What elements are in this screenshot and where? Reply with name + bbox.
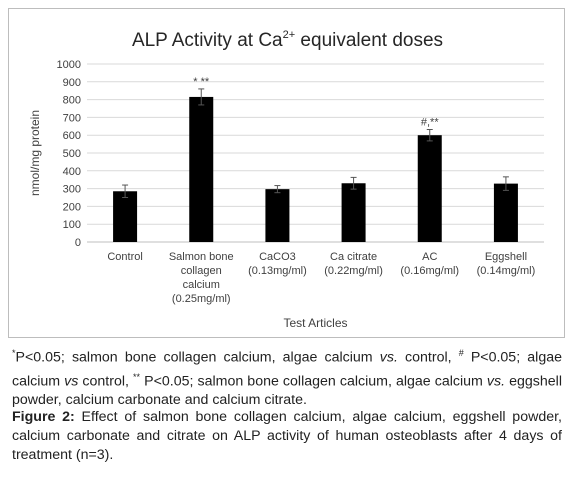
note-text: P<0.05; salmon bone collagen calcium, al… — [15, 349, 380, 366]
chart-title: ALP Activity at Ca2+ equivalent doses — [9, 29, 566, 52]
chart-title-main: ALP Activity at Ca — [131, 30, 283, 51]
x-category-label: (0.14mg/ml) — [477, 265, 536, 277]
chart-title-superscript: 2+ — [282, 29, 296, 41]
x-category-label: Eggshell — [485, 251, 527, 263]
note-mark-double-star: ** — [133, 371, 141, 382]
y-tick-label: 1000 — [57, 59, 81, 71]
x-category-label: Ca citrate — [330, 251, 377, 263]
note-vs: vs. — [379, 349, 398, 366]
bar — [113, 191, 138, 242]
x-category-label: CaCO3 — [259, 251, 296, 263]
bar — [417, 135, 442, 242]
y-tick-label: 100 — [63, 219, 81, 231]
note-text: control, — [397, 349, 459, 366]
y-tick-label: 700 — [63, 112, 81, 124]
x-axis-label: Test Articles — [283, 316, 347, 330]
y-tick-label: 600 — [63, 130, 81, 142]
bar — [265, 189, 290, 242]
y-tick-label: 500 — [63, 148, 81, 160]
y-tick-label: 800 — [63, 95, 81, 107]
y-tick-label: 0 — [75, 237, 81, 249]
significance-note: *P<0.05; salmon bone collagen calcium, a… — [12, 344, 562, 410]
x-category-label: Salmon bone — [169, 251, 234, 263]
bar — [341, 183, 366, 242]
y-tick-label: 400 — [63, 166, 81, 178]
significance-label: #,** — [421, 117, 439, 129]
x-category-label: Control — [107, 251, 142, 263]
figure-label: Figure 2: — [12, 409, 75, 425]
bar — [189, 96, 214, 243]
chart-title-rest: equivalent doses — [295, 30, 444, 51]
note-text: P<0.05; salmon bone collagen calcium, al… — [140, 373, 487, 390]
chart-frame: ALP Activity at Ca2+ equivalent doses 0 1… — [8, 8, 565, 338]
y-tick-label: 300 — [63, 184, 81, 196]
note-mark-star: * — [12, 348, 16, 358]
x-category-label: (0.25mg/ml) — [172, 293, 231, 305]
y-tick-label: 200 — [63, 201, 81, 213]
x-category-label: AC — [422, 251, 437, 263]
note-vs: vs. — [486, 373, 506, 390]
x-category-label: collagen — [181, 265, 222, 277]
note-vs: vs — [64, 373, 79, 390]
bar-chart: 0 100 200 300 400 500 600 700 800 900 1000 nmol/mg … — [28, 59, 544, 330]
note-text: control, — [78, 373, 134, 390]
note-mark-hash: # — [458, 348, 464, 358]
significance-label: * ** — [193, 76, 210, 88]
figure-caption: Figure 2: Effect of salmon bone collagen… — [12, 408, 562, 465]
bar — [493, 183, 518, 242]
x-category-label: calcium — [183, 279, 220, 291]
figure-caption-text: Effect of salmon bone collagen calcium, … — [12, 409, 562, 463]
x-category-label: (0.13mg/ml) — [248, 265, 307, 277]
x-category-label: (0.16mg/ml) — [400, 265, 459, 277]
y-axis-label: nmol/mg protein — [28, 110, 42, 196]
y-tick-label: 900 — [63, 77, 81, 89]
x-category-label: (0.22mg/ml) — [324, 265, 383, 277]
note-text: eggshell powder, calcium carbonate and c… — [12, 373, 562, 409]
note-text: P<0.05; algae calcium — [12, 349, 562, 390]
